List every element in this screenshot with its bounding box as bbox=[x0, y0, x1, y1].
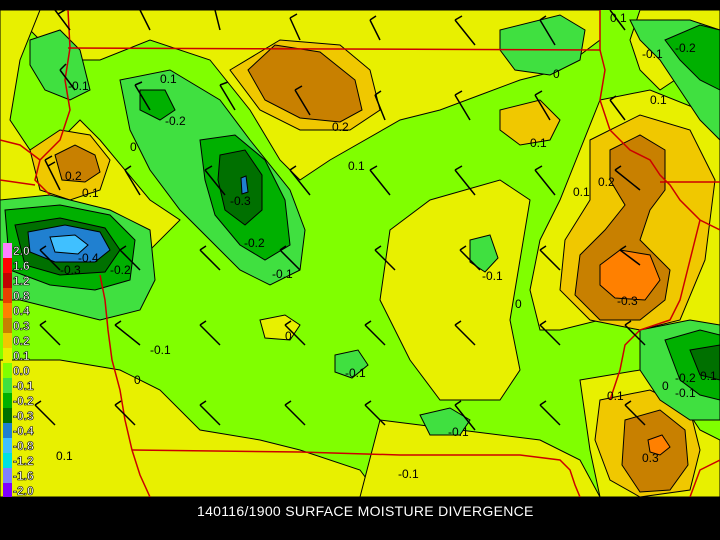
contour-label: 0 bbox=[285, 329, 292, 343]
contour-label: -0.1 bbox=[642, 47, 663, 61]
contour-label: 0.1 bbox=[530, 136, 547, 150]
legend-swatch bbox=[3, 468, 12, 483]
contour-label: 0.1 bbox=[56, 449, 73, 463]
contour-label: 0.3 bbox=[642, 451, 659, 465]
legend-swatch bbox=[3, 393, 12, 408]
legend-label: -0.2 bbox=[13, 394, 34, 408]
contour-label: -0.4 bbox=[78, 251, 99, 265]
legend-label: 1.6 bbox=[13, 259, 30, 273]
legend-swatch bbox=[3, 303, 12, 318]
contour-label: 0.2 bbox=[598, 175, 615, 189]
state-borders bbox=[0, 10, 720, 497]
contour-label: 0 bbox=[134, 373, 141, 387]
contour-label: -0.2 bbox=[244, 236, 265, 250]
legend-label: -1.6 bbox=[13, 469, 34, 483]
contour-label: 0 bbox=[130, 140, 137, 154]
contour-label: 0.1 bbox=[82, 186, 99, 200]
contour-label: 0.1 bbox=[607, 389, 624, 403]
legend-swatch bbox=[3, 333, 12, 348]
legend-swatch bbox=[3, 243, 12, 258]
legend-label: 0.4 bbox=[13, 304, 30, 318]
contour-label: -0.1 bbox=[448, 425, 469, 439]
negative-04-regions bbox=[27, 175, 249, 263]
contour-label: -0.3 bbox=[617, 294, 638, 308]
contour-label: -0.2 bbox=[165, 114, 186, 128]
legend-swatch bbox=[3, 483, 12, 497]
color-legend: 2.01.61.20.80.40.30.20.10.0-0.1-0.2-0.3-… bbox=[3, 243, 34, 497]
contour-label: 0.2 bbox=[65, 169, 82, 183]
legend-swatch bbox=[3, 363, 12, 378]
legend-label: 0.2 bbox=[13, 334, 30, 348]
contour-label: -0.1 bbox=[675, 386, 696, 400]
contour-label: -0.2 bbox=[675, 371, 696, 385]
legend-label: 1.2 bbox=[13, 274, 30, 288]
contour-label: 0.1 bbox=[160, 72, 177, 86]
legend-swatch bbox=[3, 318, 12, 333]
legend-label: -0.8 bbox=[13, 439, 34, 453]
top-border bbox=[0, 0, 720, 10]
contour-label: -0.1 bbox=[68, 79, 89, 93]
contour-label: -0.1 bbox=[345, 366, 366, 380]
contour-label: 0.1 bbox=[573, 185, 590, 199]
contour-label: -0.3 bbox=[60, 263, 81, 277]
legend-label: 0.0 bbox=[13, 364, 30, 378]
contour-label: -0.1 bbox=[482, 269, 503, 283]
contour-label: -0.2 bbox=[675, 41, 696, 55]
contour-label: -0.3 bbox=[230, 194, 251, 208]
legend-label: -0.3 bbox=[13, 409, 34, 423]
chart-title: 140116/1900 SURFACE MOISTURE DIVERGENCE bbox=[197, 503, 534, 519]
legend-label: -1.2 bbox=[13, 454, 34, 468]
legend-label: -0.4 bbox=[13, 424, 34, 438]
legend-swatch bbox=[3, 453, 12, 468]
legend-swatch bbox=[3, 348, 12, 363]
contour-label: 0.1 bbox=[650, 93, 667, 107]
legend-swatch bbox=[3, 288, 12, 303]
contour-label: 0.1 bbox=[700, 369, 717, 383]
legend-swatch bbox=[3, 258, 12, 273]
legend-label: 0.3 bbox=[13, 319, 30, 333]
contour-label: 0 bbox=[662, 379, 669, 393]
legend-swatch bbox=[3, 438, 12, 453]
moisture-divergence-plot: 0.1 -0.1 -0.2 0 -0.1 -0.2 0.2 0.1 0.1 0.… bbox=[0, 0, 720, 497]
legend-label: 0.8 bbox=[13, 289, 30, 303]
legend-label: 2.0 bbox=[13, 244, 30, 258]
legend-swatch bbox=[3, 423, 12, 438]
legend-label: 0.1 bbox=[13, 349, 30, 363]
legend-label: -0.1 bbox=[13, 379, 34, 393]
contour-labels: 0.1 -0.1 -0.2 0 -0.1 -0.2 0.2 0.1 0.1 0.… bbox=[56, 11, 717, 481]
legend-swatch bbox=[3, 408, 12, 423]
contour-label: 0 bbox=[553, 67, 560, 81]
contour-label: 0.1 bbox=[610, 11, 627, 25]
legend-swatch bbox=[3, 273, 12, 288]
legend-swatch bbox=[3, 378, 12, 393]
contour-label: 0.2 bbox=[332, 120, 349, 134]
positive-04-regions bbox=[599, 249, 671, 456]
wind-barbs bbox=[34, 10, 646, 431]
contour-label: -0.2 bbox=[110, 263, 131, 277]
title-bar: 140116/1900 SURFACE MOISTURE DIVERGENCE bbox=[0, 497, 720, 540]
contour-label: 0.1 bbox=[348, 159, 365, 173]
contour-label: -0.1 bbox=[272, 267, 293, 281]
contour-label: 0 bbox=[515, 297, 522, 311]
contour-label: -0.1 bbox=[398, 467, 419, 481]
contour-label: -0.1 bbox=[150, 343, 171, 357]
legend-label: -2.0 bbox=[13, 484, 34, 497]
